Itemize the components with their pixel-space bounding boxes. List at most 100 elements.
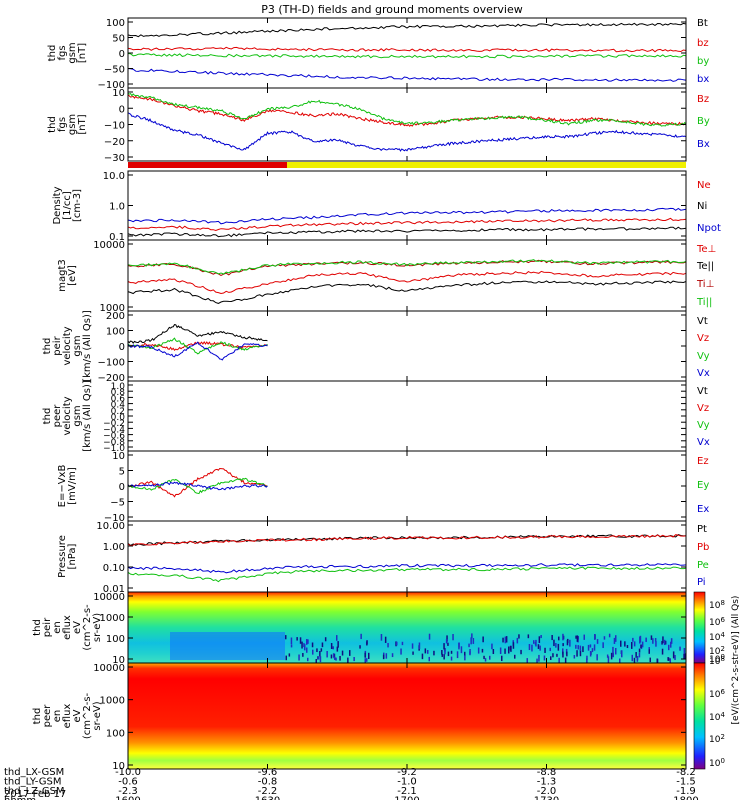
ion-spectrogram-noise-dot bbox=[484, 658, 487, 662]
series-line-pb bbox=[127, 534, 687, 547]
ion-spectrogram-noise-dot bbox=[576, 635, 579, 642]
ion-spectrogram-noise-dot bbox=[481, 648, 484, 653]
y-axis-label-line: eV bbox=[72, 621, 83, 634]
colorbar-upper-tick: 104 bbox=[709, 631, 725, 643]
ion-spectrogram-noise-dot bbox=[428, 633, 431, 640]
panel-4-series bbox=[127, 259, 687, 304]
y-axis-label-line: thd bbox=[42, 338, 53, 355]
y-tick-label: 0.6 bbox=[111, 394, 126, 404]
y-tick-label: −30 bbox=[104, 153, 125, 164]
series-line-pi bbox=[127, 563, 687, 574]
y-axis-label-line: eflux bbox=[62, 615, 73, 640]
ion-spectrogram-noise-dot bbox=[684, 653, 686, 659]
y-tick-label: −5 bbox=[110, 498, 125, 509]
panel-10-y-ticks: 10000 1000 100 10 bbox=[93, 663, 686, 772]
y-tick-label: 1.0 bbox=[109, 202, 125, 213]
panel-2-legend: Bz By Bx bbox=[697, 94, 710, 150]
ion-spectrogram-noise-dot bbox=[512, 642, 515, 649]
ion-spectrogram-noise-dot bbox=[332, 653, 335, 658]
legend-entry: Ex bbox=[697, 504, 709, 515]
colorbar-lower-tick: 106 bbox=[709, 688, 725, 700]
y-tick-label: −200 bbox=[98, 373, 125, 384]
ion-spectrogram-noise-dot bbox=[526, 658, 528, 665]
ion-spectrogram-noise-dot bbox=[288, 653, 291, 657]
y-tick-label: −0.4 bbox=[103, 425, 125, 435]
ion-spectrogram-noise-dot bbox=[652, 638, 654, 644]
y-tick-label: 1000 bbox=[100, 303, 125, 314]
legend-entry: Vz bbox=[697, 333, 709, 344]
ion-spectrogram-noise-dot bbox=[285, 655, 287, 661]
x-axis-value: -0.8 bbox=[258, 777, 278, 788]
colorbar-upper-tick: 102 bbox=[709, 645, 725, 657]
ion-spectrogram-noise-dot bbox=[557, 643, 560, 651]
x-axis-value: 1630 bbox=[255, 796, 280, 801]
legend-entry: bz bbox=[697, 38, 709, 49]
y-tick-label: −0.6 bbox=[103, 432, 125, 442]
ion-spectrogram-noise-dot bbox=[520, 649, 522, 655]
ion-spectrogram-noise-dot bbox=[444, 648, 446, 655]
ion-spectrogram-noise-dot bbox=[641, 641, 644, 648]
panel-1-y-label: thd fgs gsm [nT] bbox=[47, 42, 88, 63]
legend-entry: Bt bbox=[697, 18, 708, 29]
ion-spectrogram-noise-dot bbox=[540, 635, 542, 639]
y-tick-label: 10 bbox=[112, 761, 125, 772]
ion-spectrogram-noise-dot bbox=[368, 652, 370, 659]
colorbar-lower bbox=[693, 662, 706, 770]
x-axis-value: -2.2 bbox=[258, 786, 278, 797]
ion-spectrogram-noise-dot bbox=[612, 652, 614, 658]
ion-spectrogram-noise-dot bbox=[573, 655, 576, 659]
y-tick-label: 1.0 bbox=[111, 382, 126, 392]
ion-spectrogram-noise-dot bbox=[538, 654, 540, 662]
y-tick-label: 0 bbox=[119, 49, 125, 60]
ion-spectrogram-noise-dot bbox=[558, 657, 560, 664]
mode-bar-slow bbox=[128, 162, 287, 168]
y-axis-label-line: eflux bbox=[62, 704, 73, 729]
ion-spectrogram-noise-dot bbox=[446, 635, 448, 642]
ion-spectrogram-noise-dot bbox=[337, 641, 339, 648]
legend-entry: Vt bbox=[697, 386, 708, 397]
panel-9-y-ticks: 10000 1000 100 10 bbox=[93, 592, 686, 666]
x-axis-annotation: 2017 Feb 17 thd_LX-GSM -10.0 -9.6 -9.2 -8.8-… bbox=[4, 767, 699, 804]
y-tick-label: 0.0 bbox=[111, 413, 126, 423]
ion-spectrogram-noise-dot bbox=[683, 648, 686, 654]
ion-spectrogram-noise-dot bbox=[307, 639, 309, 644]
panel-5-series bbox=[127, 324, 268, 361]
ion-spectrogram-noise-dot bbox=[447, 642, 449, 646]
y-axis-label-line: thd bbox=[32, 619, 43, 636]
y-tick-label: 10 bbox=[112, 88, 125, 99]
ion-spectrogram-noise-dot bbox=[589, 651, 592, 657]
ion-spectrogram-noise-dot bbox=[411, 643, 414, 649]
ion-spectrogram-noise-dot bbox=[307, 657, 309, 662]
y-axis-label-line: [nPa] bbox=[67, 543, 78, 569]
series-line-te bbox=[127, 280, 687, 304]
ion-spectrogram-noise-dot bbox=[661, 641, 663, 645]
ion-spectrogram-noise-dot bbox=[636, 657, 639, 662]
ion-spectrogram-noise-dot bbox=[607, 656, 610, 663]
y-axis-label-line: sr-eV) bbox=[92, 613, 103, 642]
ion-spectrogram-noise-dot bbox=[427, 650, 429, 654]
ion-spectrogram-noise-dot bbox=[311, 642, 314, 648]
legend-entry: Vz bbox=[697, 403, 709, 414]
ion-spectrogram-noise-dot bbox=[620, 640, 622, 647]
series-line-ex bbox=[127, 481, 268, 491]
y-tick-label: 0.10 bbox=[103, 563, 125, 574]
x-axis-row-label: thd_LZ-GSM bbox=[4, 786, 65, 797]
series-line-ti bbox=[127, 259, 687, 276]
panel-8-y-label: Pressure [nPa] bbox=[57, 535, 78, 578]
ion-spectrogram-noise-dot bbox=[586, 658, 588, 663]
ion-spectrogram-noise-dot bbox=[566, 651, 568, 657]
x-axis-value: -10.0 bbox=[115, 767, 141, 778]
ion-spectrogram-noise-dot bbox=[619, 658, 621, 666]
panel-7-x-ticks bbox=[267, 451, 547, 521]
ion-spectrogram-noise-dot bbox=[349, 650, 351, 656]
legend-entry: Te⊥ bbox=[696, 244, 716, 255]
colorbar-lower-tick: 102 bbox=[709, 733, 725, 745]
ion-spectrogram-noise-dot bbox=[489, 655, 491, 660]
colorbar-upper-tick: 108 bbox=[709, 599, 725, 611]
ion-spectrogram-noise-dot bbox=[428, 656, 430, 662]
ion-spectrogram-noise-dot bbox=[633, 657, 636, 664]
panel-9-x-ticks bbox=[267, 592, 547, 663]
ion-spectrogram-noise-dot bbox=[321, 642, 324, 648]
ion-spectrogram-noise-dot bbox=[316, 648, 318, 653]
ion-spectrogram-noise-dot bbox=[335, 657, 337, 661]
